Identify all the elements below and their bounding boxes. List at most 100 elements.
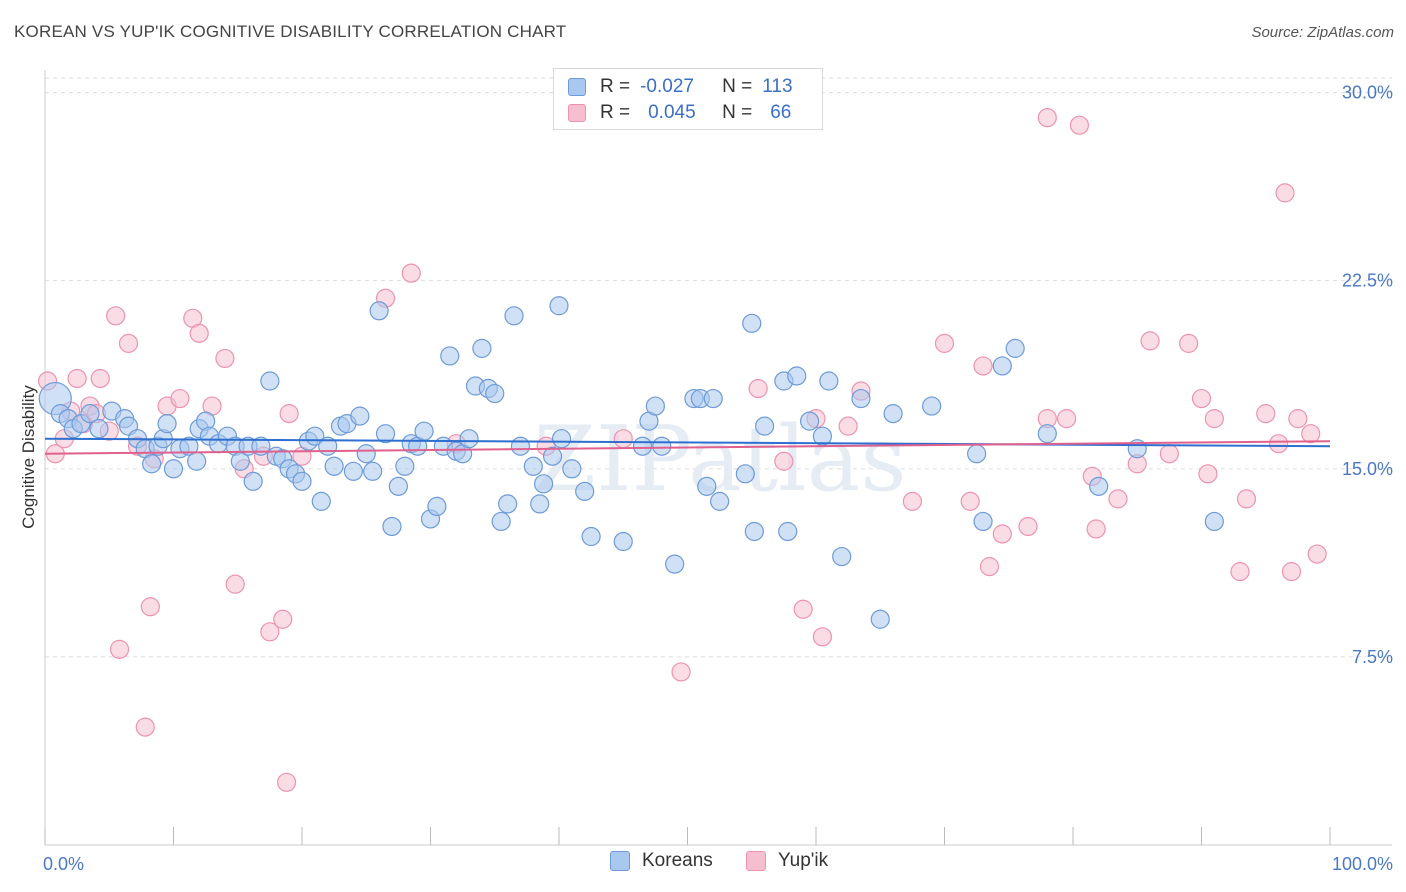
yupik-point [1281, 562, 1302, 582]
yupik-point [793, 599, 813, 619]
korean-point [163, 459, 184, 479]
yupik-point [1069, 115, 1090, 135]
korean-point [922, 396, 942, 416]
korean-point [1204, 511, 1224, 532]
korean-point [735, 464, 755, 484]
korean-point [414, 421, 434, 441]
yupik-point [1301, 424, 1321, 444]
yupik-point [401, 263, 421, 283]
korean-point [187, 451, 207, 471]
trend-lines [44, 437, 1331, 455]
korean-point [324, 456, 344, 476]
yupik-point [1037, 108, 1057, 128]
korean-point [427, 496, 447, 517]
korean-point [665, 554, 685, 574]
yupik-point [276, 772, 297, 792]
yupik-trend-line [44, 440, 1331, 455]
korean-point [179, 436, 199, 456]
korean-point [311, 491, 331, 511]
yupik-point [1108, 489, 1128, 509]
koreans-points [38, 296, 1224, 629]
korean-point [388, 476, 408, 496]
korean-point [485, 383, 505, 404]
yupik-point [118, 333, 139, 353]
korean-point [652, 436, 672, 456]
yupik-point [225, 574, 245, 594]
korean-point [382, 516, 402, 537]
yupik-swatch [746, 851, 766, 871]
korean-point [883, 404, 903, 424]
korean-point [754, 416, 775, 436]
yupik-point [934, 333, 955, 353]
yupik-point [1179, 333, 1199, 353]
korean-point [89, 419, 109, 439]
korean-point [1089, 476, 1109, 496]
yupik-point [748, 378, 768, 399]
yupik-point [1230, 562, 1250, 582]
yupik-point [135, 717, 155, 737]
yupik-point [1288, 409, 1308, 429]
x-tick-label: 0.0% [43, 854, 84, 874]
korean-point [967, 444, 987, 464]
korean-point [703, 388, 723, 409]
yupik-point [1236, 489, 1257, 509]
chart-title: KOREAN VS YUP'IK COGNITIVE DISABILITY CO… [14, 22, 567, 41]
korean-point [395, 456, 415, 476]
legend-n-label: N = [722, 76, 753, 97]
legend-label-yupik: Yup'ik [778, 850, 829, 871]
yupik-point [992, 524, 1012, 544]
korean-point [551, 429, 572, 449]
yupik-point [902, 491, 922, 511]
yupik-point [1256, 404, 1276, 424]
yupik-point [109, 639, 130, 659]
yupik-point [1056, 409, 1077, 429]
y-tick-label: 22.5% [1342, 271, 1393, 291]
yupik-point [1086, 519, 1106, 539]
legend-row-yupik: R = 0.045 N = 66 [568, 101, 791, 125]
korean-point [375, 424, 396, 444]
korean-point [491, 511, 511, 532]
korean-point [581, 526, 601, 547]
korean-point [498, 494, 518, 514]
korean-point [1037, 424, 1057, 444]
korean-point [973, 511, 993, 532]
yupik-point [67, 368, 87, 389]
korean-point [632, 436, 653, 456]
legend-n-value: 66 [770, 102, 792, 123]
korean-point [562, 459, 582, 479]
yupik-point [1191, 388, 1212, 409]
korean-point [369, 301, 389, 321]
korean-point [710, 491, 730, 511]
korean-point [260, 371, 280, 391]
yupik-point [140, 597, 160, 617]
yupik-point [279, 404, 299, 424]
legend-r-label: R = [600, 76, 631, 97]
yupik-point [1268, 434, 1289, 454]
yupik-point [812, 627, 833, 647]
korean-point [343, 461, 363, 481]
grid-lines [45, 77, 1392, 658]
korean-point [504, 306, 524, 326]
korean-point [870, 609, 890, 629]
yupik-points [37, 108, 1327, 792]
yupik-point [979, 557, 1000, 577]
legend-r-label: R = [600, 102, 631, 123]
yupik-point [1140, 331, 1160, 351]
series-legend: Koreans Yup'ik [0, 850, 1406, 878]
legend-label-koreans: Koreans [642, 850, 713, 871]
korean-point [742, 313, 762, 333]
yupik-point [189, 323, 209, 343]
korean-point [542, 446, 563, 466]
yupik-point [1198, 464, 1218, 484]
korean-point [356, 444, 376, 464]
korean-point [645, 396, 665, 416]
korean-point [350, 406, 370, 426]
korean-point [243, 471, 263, 491]
yupik-point [973, 356, 993, 376]
legend-r-value: 0.045 [648, 102, 696, 123]
korean-point [549, 296, 569, 316]
axes [44, 70, 1392, 846]
koreans-swatch [610, 851, 630, 871]
y-tick-label: 7.5% [1352, 647, 1393, 667]
